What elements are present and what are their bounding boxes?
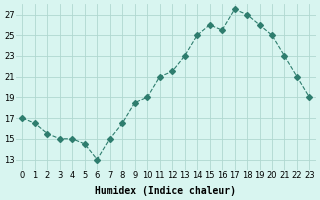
X-axis label: Humidex (Indice chaleur): Humidex (Indice chaleur) [95, 186, 236, 196]
